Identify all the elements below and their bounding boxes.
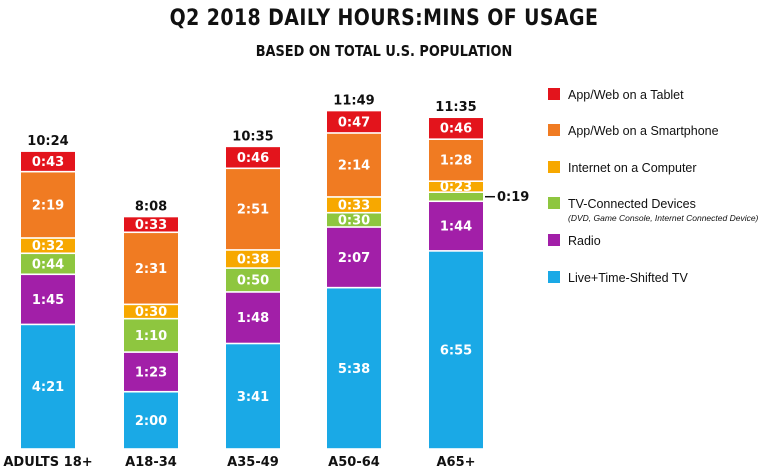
bar-segment-internet-on-a-computer: [124, 305, 178, 318]
legend-swatch-app-web-on-a-smartphone: [548, 124, 560, 136]
segment-value-label: 0:46: [237, 151, 269, 166]
bar-segment-tv-connected-devices: [21, 254, 75, 274]
bar-total-label: 11:35: [435, 100, 476, 115]
chart-title: Q2 2018 DAILY HOURS:MINS OF USAGE: [169, 6, 599, 31]
bar-segment-tv-connected-devices: [124, 319, 178, 352]
bars-group: 4:21 1:45 0:44 0:32 2:19 0:43 10:24 ADULTS 18+ 2…: [3, 94, 529, 470]
legend-swatch-radio: [548, 234, 560, 246]
bar-total-label: 11:49: [333, 94, 374, 109]
bar-segment-radio: [327, 227, 381, 287]
segment-value-label: 0:50: [237, 274, 269, 289]
bar-segment-app-web-on-a-smartphone: [226, 169, 280, 250]
legend: App/Web on a Tablet App/Web on a Smartpho…: [548, 88, 759, 285]
segment-value-label: 2:07: [338, 251, 370, 266]
legend-swatch-tv-connected-devices: [548, 197, 560, 209]
callout-value-label: 0:19: [497, 190, 529, 205]
chart-subtitle: BASED ON TOTAL U.S. POPULATION: [255, 42, 513, 60]
segment-value-label: 0:47: [338, 115, 370, 130]
segment-value-label: 1:23: [135, 365, 167, 380]
bar-segment-app-web-on-a-smartphone: [21, 172, 75, 238]
bar-segment-live-time-shifted-tv: [327, 288, 381, 449]
segment-value-label: 0:30: [135, 305, 167, 320]
bar-segment-app-web-on-a-tablet: [327, 111, 381, 133]
bar-segment-radio: [429, 202, 483, 251]
bar-segment-live-time-shifted-tv: [124, 392, 178, 449]
segment-value-label: 1:10: [135, 329, 167, 344]
bar-segment-internet-on-a-computer: [21, 238, 75, 253]
segment-value-label: 6:55: [440, 343, 472, 358]
segment-value-label: 0:44: [32, 257, 64, 272]
segment-value-label: 0:32: [32, 239, 64, 254]
bar-segment-app-web-on-a-tablet: [124, 217, 178, 232]
bar-segment-radio: [124, 352, 178, 391]
segment-value-label: 4:21: [32, 380, 64, 395]
legend-swatch-app-web-on-a-tablet: [548, 88, 560, 100]
legend-note: (DVD, Game Console, Internet Connected D…: [568, 213, 759, 223]
bar-segment-app-web-on-a-tablet: [429, 118, 483, 139]
segment-value-label: 0:33: [338, 198, 370, 213]
bar-segment-app-web-on-a-smartphone: [327, 133, 381, 197]
segment-value-label: 2:00: [135, 414, 167, 429]
segment-value-label: 1:48: [237, 311, 269, 326]
bar-segment-live-time-shifted-tv: [21, 325, 75, 449]
legend-label: App/Web on a Tablet: [568, 88, 684, 102]
legend-swatch-internet-on-a-computer: [548, 161, 560, 173]
category-label: A50-64: [328, 455, 380, 470]
bar-segment-tv-connected-devices: [226, 268, 280, 292]
legend-swatch-live-time-shifted-tv: [548, 271, 560, 283]
segment-value-label: 1:44: [440, 220, 472, 235]
bar-segment-tv-connected-devices: [429, 192, 483, 201]
segment-value-label: 0:46: [440, 122, 472, 137]
category-label: ADULTS 18+: [3, 455, 92, 470]
segment-value-label: 2:14: [338, 158, 370, 173]
bar-segment-internet-on-a-computer: [226, 250, 280, 268]
segment-value-label: 0:43: [32, 155, 64, 170]
legend-label: Live+Time-Shifted TV: [568, 271, 689, 285]
bar-segment-radio: [226, 292, 280, 343]
bar-segment-app-web-on-a-smartphone: [124, 233, 178, 304]
bar-total-label: 10:24: [27, 134, 68, 149]
bar-segment-app-web-on-a-tablet: [21, 151, 75, 171]
bar-segment-internet-on-a-computer: [327, 197, 381, 212]
segment-value-label: 2:51: [237, 203, 269, 218]
legend-label: TV-Connected Devices: [568, 197, 696, 211]
bar-segment-app-web-on-a-smartphone: [429, 139, 483, 181]
legend-label: App/Web on a Smartphone: [568, 124, 719, 138]
bar-segment-live-time-shifted-tv: [429, 251, 483, 449]
bar-segment-radio: [21, 275, 75, 324]
segment-value-label: 1:45: [32, 293, 64, 308]
segment-value-label: 1:28: [440, 154, 472, 169]
category-label: A18-34: [125, 455, 177, 470]
bar-segment-internet-on-a-computer: [429, 181, 483, 192]
bar-segment-live-time-shifted-tv: [226, 344, 280, 449]
legend-label: Radio: [568, 234, 601, 248]
bar-total-label: 8:08: [135, 200, 167, 215]
segment-value-label: 2:19: [32, 198, 64, 213]
segment-value-label: 0:23: [440, 180, 472, 195]
segment-value-label: 0:33: [135, 218, 167, 233]
category-label: A65+: [436, 455, 475, 470]
segment-value-label: 0:30: [338, 213, 370, 228]
bar-segment-tv-connected-devices: [327, 213, 381, 227]
segment-value-label: 0:38: [237, 253, 269, 268]
segment-value-label: 5:38: [338, 362, 370, 377]
legend-label: Internet on a Computer: [568, 161, 697, 175]
category-label: A35-49: [227, 455, 279, 470]
bar-segment-app-web-on-a-tablet: [226, 147, 280, 168]
segment-value-label: 3:41: [237, 390, 269, 405]
bar-total-label: 10:35: [232, 129, 273, 144]
segment-value-label: 2:31: [135, 262, 167, 277]
